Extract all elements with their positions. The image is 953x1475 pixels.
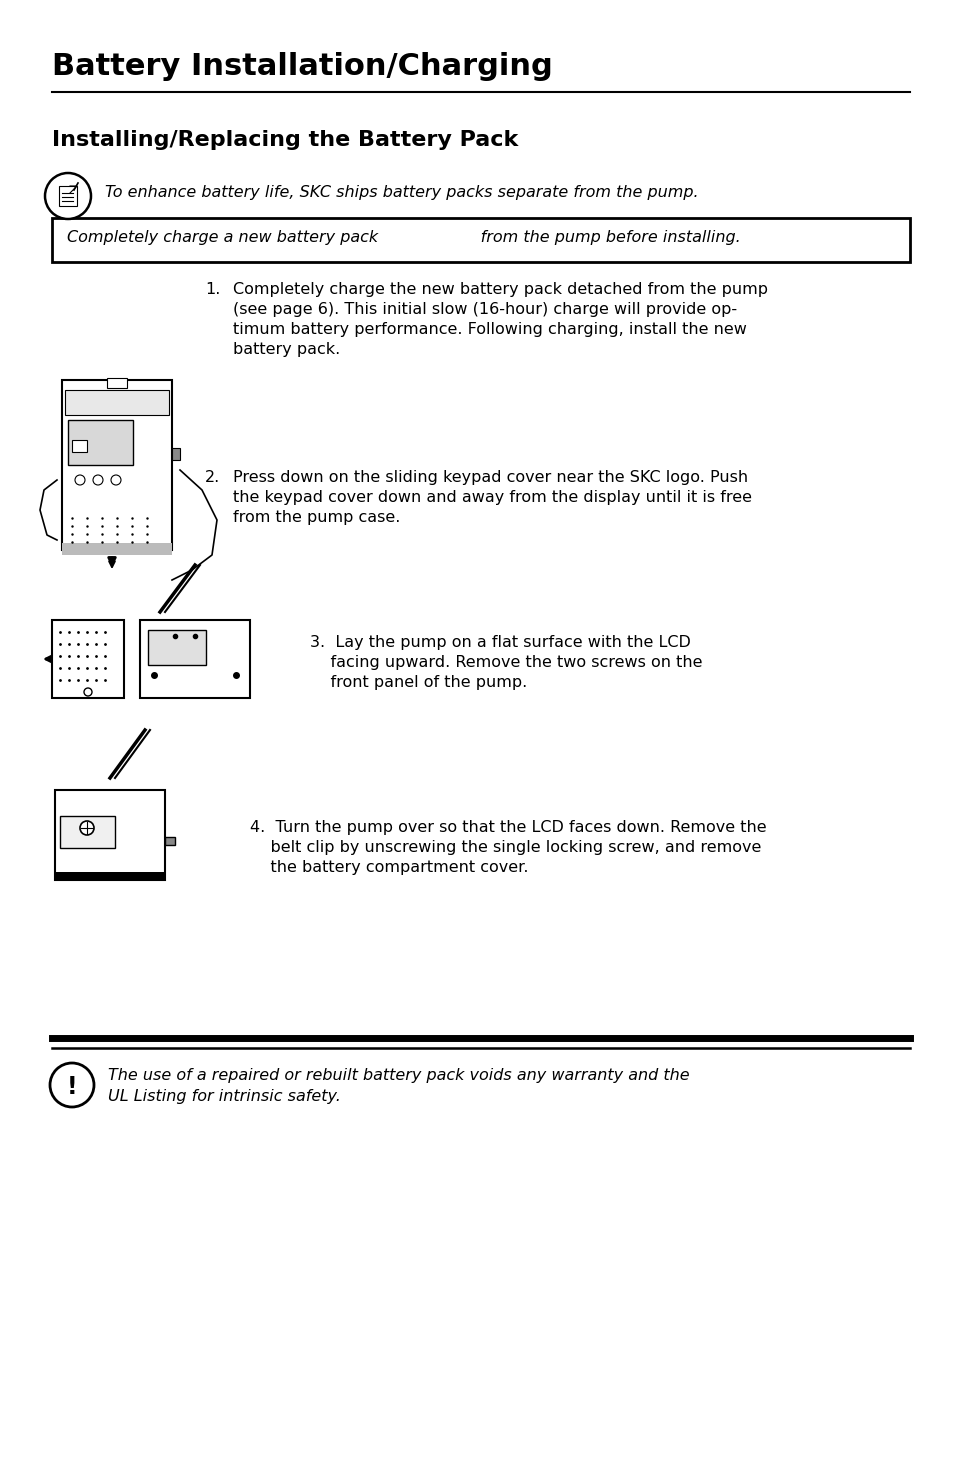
Circle shape — [50, 1063, 94, 1108]
Bar — [52, 620, 124, 698]
Text: 2.: 2. — [205, 471, 220, 485]
Circle shape — [84, 687, 91, 696]
Bar — [140, 620, 250, 698]
Text: the keypad cover down and away from the display until it is free: the keypad cover down and away from the … — [233, 490, 751, 504]
Text: battery pack.: battery pack. — [233, 342, 340, 357]
Text: !: ! — [67, 1075, 77, 1099]
Text: front panel of the pump.: front panel of the pump. — [310, 676, 527, 690]
Bar — [62, 543, 172, 555]
Text: Installing/Replacing the Battery Pack: Installing/Replacing the Battery Pack — [52, 130, 517, 150]
Bar — [55, 872, 165, 881]
Text: the battery compartment cover.: the battery compartment cover. — [250, 860, 528, 875]
Text: from the pump case.: from the pump case. — [233, 510, 400, 525]
Text: timum battery performance. Following charging, install the new: timum battery performance. Following cha… — [233, 322, 746, 336]
Bar — [52, 218, 909, 263]
Text: (see page 6). This initial slow (16-hour) charge will provide op-: (see page 6). This initial slow (16-hour… — [233, 302, 737, 317]
Bar — [60, 816, 115, 848]
Circle shape — [80, 822, 94, 835]
Circle shape — [92, 475, 103, 485]
Text: Battery Installation/Charging: Battery Installation/Charging — [52, 52, 552, 81]
Text: belt clip by unscrewing the single locking screw, and remove: belt clip by unscrewing the single locki… — [250, 839, 760, 856]
Circle shape — [75, 475, 85, 485]
Bar — [62, 381, 172, 550]
Bar — [148, 630, 206, 665]
Text: 3.  Lay the pump on a flat surface with the LCD: 3. Lay the pump on a flat surface with t… — [310, 636, 690, 650]
Bar — [172, 448, 180, 460]
Bar — [71, 440, 87, 451]
Bar — [55, 791, 165, 881]
Bar — [107, 378, 127, 388]
Bar — [68, 420, 132, 465]
Text: 4.  Turn the pump over so that the LCD faces down. Remove the: 4. Turn the pump over so that the LCD fa… — [250, 820, 766, 835]
Circle shape — [45, 173, 91, 218]
Text: Press down on the sliding keypad cover near the SKC logo. Push: Press down on the sliding keypad cover n… — [233, 471, 747, 485]
Circle shape — [111, 475, 121, 485]
Bar — [165, 836, 174, 845]
Text: UL Listing for intrinsic safety.: UL Listing for intrinsic safety. — [108, 1089, 340, 1103]
Text: Completely charge the new battery pack detached from the pump: Completely charge the new battery pack d… — [233, 282, 767, 296]
Text: To enhance battery life, SKC ships battery packs separate from the pump.: To enhance battery life, SKC ships batte… — [105, 184, 698, 201]
Text: The use of a repaired or rebuilt battery pack voids any warranty and the: The use of a repaired or rebuilt battery… — [108, 1068, 689, 1083]
Text: Completely charge a new battery pack                    from the pump before ins: Completely charge a new battery pack fro… — [67, 230, 740, 245]
Bar — [59, 186, 77, 206]
Text: facing upward. Remove the two screws on the: facing upward. Remove the two screws on … — [310, 655, 701, 670]
Bar — [65, 389, 169, 414]
Text: 1.: 1. — [205, 282, 220, 296]
